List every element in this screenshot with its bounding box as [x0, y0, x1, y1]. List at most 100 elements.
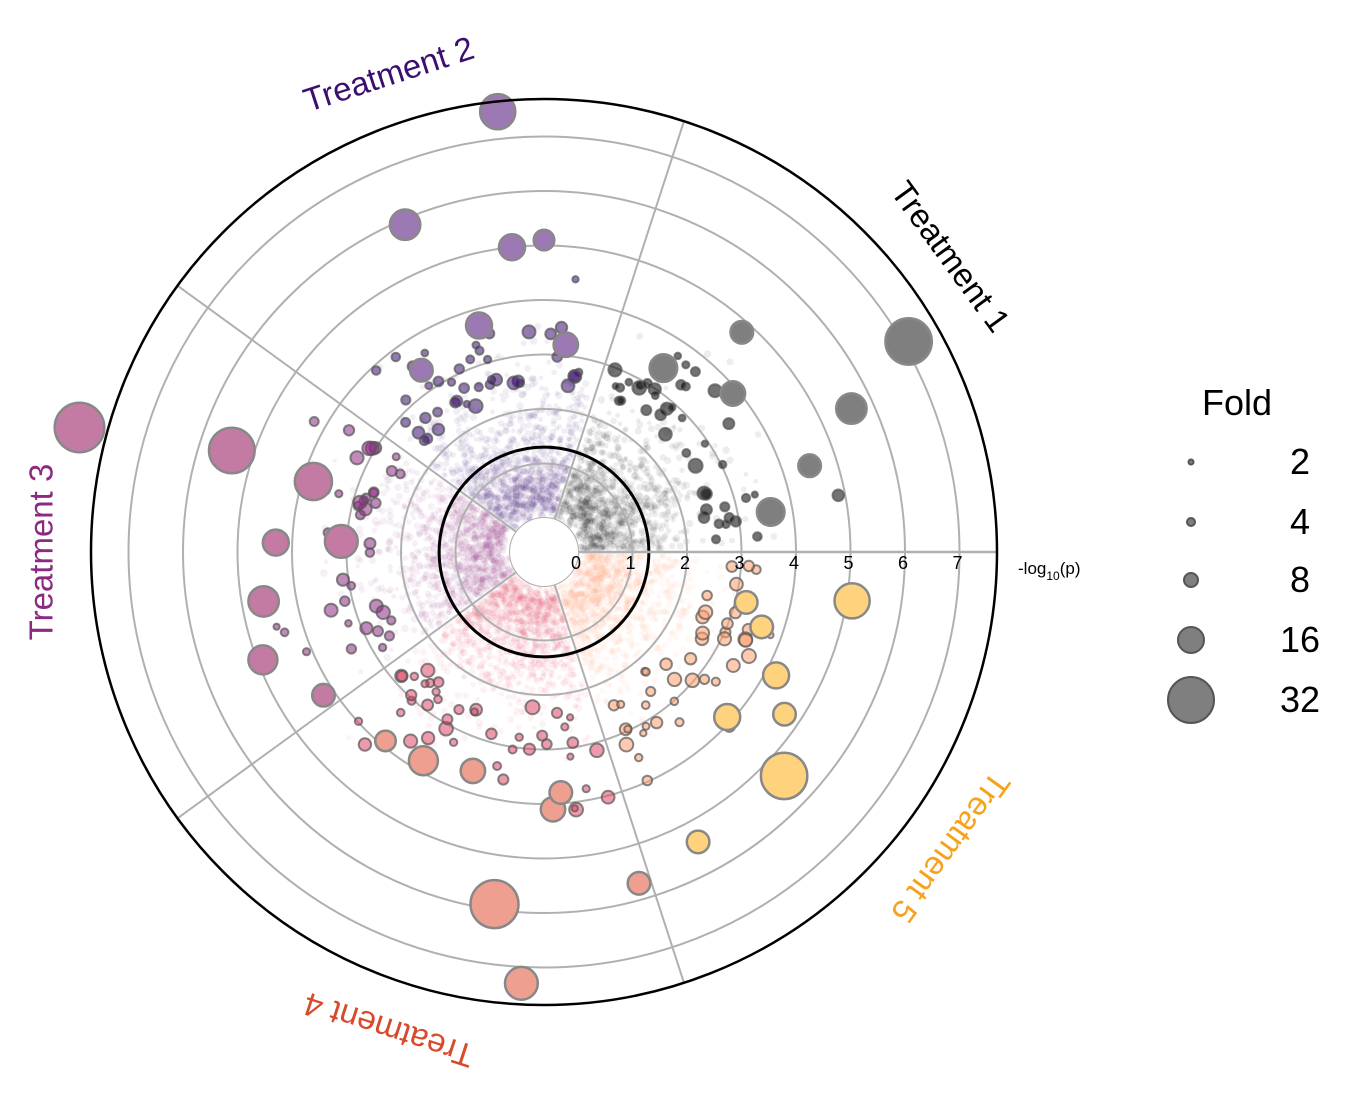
background-point — [607, 530, 615, 537]
background-point — [532, 499, 539, 506]
background-point — [454, 467, 459, 473]
background-point — [489, 499, 495, 505]
background-point — [646, 505, 652, 511]
background-point — [354, 555, 362, 563]
background-point — [613, 449, 620, 456]
background-point — [531, 477, 537, 483]
background-point — [387, 564, 393, 570]
background-point — [481, 530, 488, 538]
background-point — [428, 481, 434, 486]
background-point — [571, 503, 578, 510]
background-point — [657, 498, 664, 506]
background-point — [641, 480, 649, 488]
background-point — [587, 444, 595, 452]
background-point — [590, 488, 598, 496]
background-point — [504, 393, 509, 399]
background-point — [601, 524, 609, 532]
background-point — [498, 650, 504, 656]
background-point — [598, 496, 604, 503]
background-point — [594, 522, 600, 528]
background-point — [602, 511, 608, 517]
background-point — [502, 659, 510, 667]
background-point — [673, 511, 680, 517]
background-point — [661, 511, 669, 518]
background-point — [453, 417, 460, 424]
background-point — [493, 463, 501, 471]
background-point — [554, 496, 560, 502]
background-point — [638, 463, 643, 468]
background-point — [596, 424, 602, 430]
background-point — [554, 495, 561, 501]
background-point — [491, 445, 498, 452]
background-point — [599, 440, 606, 447]
background-point — [554, 390, 560, 396]
background-point — [582, 737, 589, 744]
background-point — [600, 433, 606, 439]
background-point — [482, 472, 489, 478]
background-point — [472, 494, 480, 502]
background-point — [619, 494, 626, 501]
background-point — [589, 448, 597, 456]
background-point — [477, 493, 483, 500]
background-point — [558, 473, 564, 479]
background-point — [443, 472, 448, 478]
background-point — [522, 497, 530, 504]
background-point — [502, 534, 508, 540]
background-point — [492, 508, 499, 515]
background-point — [609, 504, 615, 510]
background-point — [517, 480, 523, 486]
background-point — [596, 536, 603, 544]
background-point — [663, 503, 669, 509]
background-point — [609, 474, 617, 482]
background-point — [549, 480, 555, 486]
background-point — [599, 533, 608, 541]
background-point — [626, 513, 634, 521]
background-point — [636, 483, 644, 492]
background-point — [605, 515, 612, 521]
background-point — [699, 537, 706, 544]
background-point — [567, 489, 575, 497]
background-point — [487, 482, 495, 490]
background-point — [580, 520, 586, 526]
background-point — [456, 422, 462, 428]
background-point — [478, 483, 484, 489]
background-point — [510, 693, 518, 700]
background-point — [525, 455, 532, 462]
background-point — [545, 497, 550, 503]
background-point — [721, 586, 727, 592]
background-point — [584, 446, 590, 452]
background-point — [406, 519, 412, 525]
background-point — [433, 583, 439, 589]
background-point — [640, 531, 648, 538]
background-point — [602, 502, 608, 509]
background-point — [659, 454, 667, 461]
background-point — [501, 497, 507, 502]
background-point — [582, 515, 589, 522]
background-point — [574, 515, 579, 520]
background-point — [671, 501, 678, 508]
background-point — [644, 503, 650, 509]
background-point — [648, 425, 655, 433]
background-point — [635, 541, 643, 549]
background-point — [410, 414, 416, 420]
background-point — [527, 497, 534, 504]
background-point — [548, 491, 556, 499]
background-point — [492, 506, 497, 512]
background-point — [583, 475, 590, 482]
background-point — [599, 524, 607, 532]
background-point — [571, 495, 578, 501]
background-point — [425, 516, 432, 524]
background-point — [494, 495, 501, 502]
background-point — [521, 454, 527, 460]
background-point — [679, 646, 687, 654]
background-point — [596, 473, 604, 480]
background-point — [573, 401, 581, 410]
background-point — [441, 632, 449, 640]
background-point — [655, 496, 663, 504]
background-point — [554, 470, 559, 476]
background-point — [596, 530, 603, 537]
background-point — [476, 496, 484, 505]
background-point — [653, 668, 661, 675]
background-point — [605, 526, 613, 534]
background-point — [577, 465, 582, 470]
